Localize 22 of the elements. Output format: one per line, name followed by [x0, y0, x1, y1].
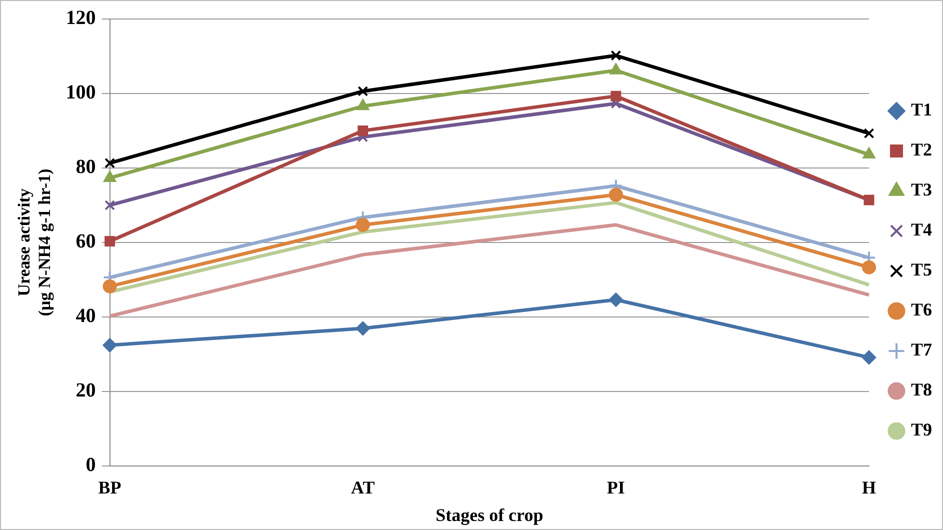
legend-label: T1: [910, 100, 932, 120]
legend-label: T7: [910, 340, 932, 360]
y-tick-label: 120: [66, 7, 96, 30]
legend-label: T2: [910, 140, 932, 160]
legend-label: T3: [910, 180, 932, 200]
y-tick-label: 20: [76, 380, 96, 402]
x-tick-label: H: [862, 477, 876, 498]
y-tick-label: 60: [76, 230, 96, 253]
legend-label: T6: [910, 300, 932, 320]
x-tick-label: BP: [98, 477, 122, 498]
y-tick-label: 40: [76, 305, 96, 328]
x-tick-label: PI: [606, 477, 625, 498]
x-axis-title: Stages of crop: [436, 504, 544, 525]
y-tick-label: 0: [86, 454, 96, 476]
legend-label: T4: [910, 220, 932, 240]
legend-label: T9: [910, 420, 932, 440]
y-tick-label: 100: [66, 82, 96, 104]
y-axis-title: Urease activity (µg N-NH4 g-1 hr-1): [14, 168, 54, 316]
legend-label: T5: [910, 260, 932, 280]
legend-label: T8: [910, 380, 932, 400]
y-tick-label: 80: [76, 156, 96, 178]
x-tick-label: AT: [351, 477, 375, 498]
